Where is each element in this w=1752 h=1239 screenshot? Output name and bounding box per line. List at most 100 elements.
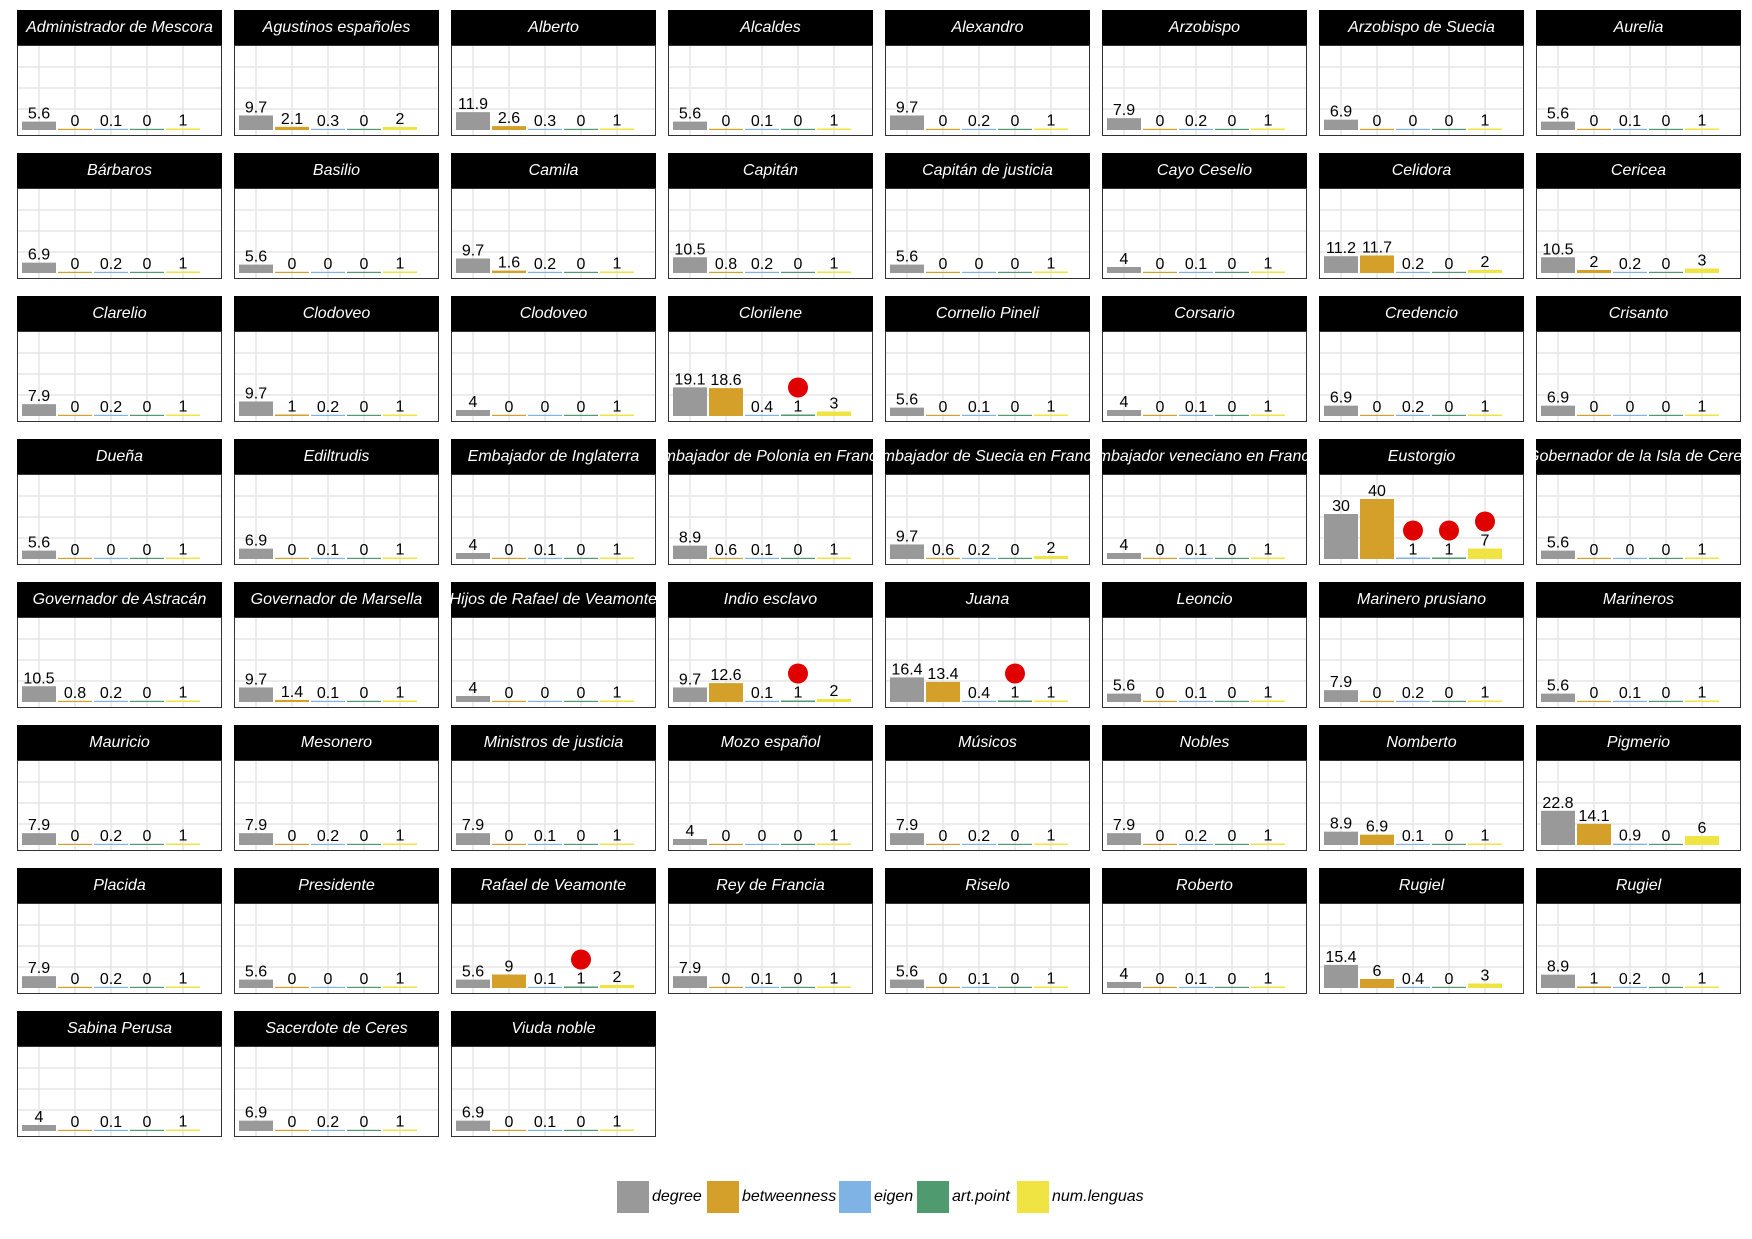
value-label-degree: 4 — [686, 823, 695, 840]
bar-betweenness — [58, 700, 92, 702]
facet-strip: Ediltrudis — [234, 439, 439, 474]
value-label-betweenness: 0 — [1156, 828, 1165, 845]
bar-num-lenguas — [1685, 414, 1719, 416]
bar-betweenness — [1143, 414, 1177, 416]
facet-plot-svg: 5.6 0 0.1 0 1 — [18, 46, 221, 135]
bar-num-lenguas — [817, 843, 851, 845]
bar-betweenness — [1360, 414, 1394, 416]
facet-strip: Dueña — [17, 439, 222, 474]
value-label-art-point: 0 — [143, 1114, 152, 1131]
bar-art-point — [564, 271, 598, 273]
legend-swatch-num-lenguas — [1017, 1181, 1049, 1213]
value-label-eigen: 0.2 — [1619, 256, 1641, 273]
value-label-betweenness: 0 — [722, 113, 731, 130]
bar-betweenness — [1143, 986, 1177, 988]
value-label-degree: 7.9 — [1330, 674, 1352, 691]
gridlines — [1103, 904, 1306, 993]
facet-plot-svg: 4 0 0.1 0 1 — [1103, 475, 1306, 564]
facet-strip: Placida — [17, 868, 222, 903]
facet-panel: Cayo Ceselio 4 0 0.1 0 1 — [1102, 153, 1307, 279]
bar-num-lenguas — [600, 985, 634, 988]
bar-art-point — [347, 700, 381, 702]
facet-plot: 4 0 0.1 0 1 — [17, 1046, 222, 1137]
facet-panel: Capitán 10.5 0.8 0.2 0 1 — [668, 153, 873, 279]
facet-strip: Clorilene — [668, 296, 873, 331]
gridlines — [1537, 46, 1740, 135]
facet-strip: Credencio — [1319, 296, 1524, 331]
facet-title: Cayo Ceselio — [1156, 162, 1253, 179]
facet-panel: Aurelia 5.6 0 0.1 0 1 — [1536, 10, 1741, 136]
facet-plot-svg: 5.6 0 0 0 1 — [886, 189, 1089, 278]
facet-panel: Embajador de Inglaterra 4 0 0.1 0 1 — [451, 439, 656, 565]
facet-plot: 5.6 9 0.1 1 2 — [451, 903, 656, 994]
bar-eigen — [94, 128, 128, 130]
bar-degree — [1324, 119, 1358, 130]
bar-num-lenguas — [383, 843, 417, 845]
value-label-num-lenguas: 1 — [179, 828, 188, 845]
bar-degree — [456, 979, 490, 988]
value-label-eigen: 0.1 — [1185, 685, 1207, 702]
bar-art-point — [564, 1129, 598, 1131]
value-label-eigen: 0.2 — [100, 971, 122, 988]
facet-strip: Aurelia — [1536, 10, 1741, 45]
value-label-degree: 16.4 — [891, 661, 922, 678]
bar-art-point — [998, 843, 1032, 845]
facet-strip: Leoncio — [1102, 582, 1307, 617]
value-label-degree: 5.6 — [896, 964, 918, 981]
bar-num-lenguas — [1685, 836, 1719, 845]
facet-panel: Hijos de Rafael de Veamonte 4 0 0 0 1 — [451, 582, 656, 708]
value-label-betweenness: 6.9 — [1366, 819, 1388, 836]
bar-betweenness — [492, 270, 526, 273]
facet-plot-svg: 4 0 0 0 1 — [452, 618, 655, 707]
bar-eigen — [311, 271, 345, 273]
facet-strip: Mozo español — [668, 725, 873, 760]
facet-plot-svg: 5.6 0 0.1 0 1 — [1537, 618, 1740, 707]
value-label-art-point: 0 — [794, 542, 803, 559]
facet-strip: Embajador de Polonia en Francia — [668, 439, 873, 474]
facet-title: Rey de Francia — [716, 877, 825, 894]
gridlines — [235, 904, 438, 993]
facet-strip: Agustinos españoles — [234, 10, 439, 45]
facet-plot-svg: 5.6 0 0.1 0 1 — [669, 46, 872, 135]
bar-betweenness — [709, 986, 743, 988]
value-label-art-point: 0 — [360, 685, 369, 702]
facet-plot-svg: 9.7 2.1 0.3 0 2 — [235, 46, 438, 135]
value-label-eigen: 0.1 — [751, 542, 773, 559]
legend-label-degree: degree — [652, 1188, 702, 1205]
value-label-eigen: 0.2 — [1619, 971, 1641, 988]
bar-degree — [1324, 405, 1358, 416]
value-label-degree: 6.9 — [1330, 104, 1352, 121]
value-label-degree: 5.6 — [679, 106, 701, 123]
bar-eigen — [311, 414, 345, 416]
value-label-degree: 5.6 — [1113, 678, 1135, 695]
facet-strip: Alberto — [451, 10, 656, 45]
bar-degree — [239, 401, 273, 416]
facet-title: Pigmerio — [1606, 734, 1671, 751]
facet-title: Camila — [528, 162, 579, 179]
facet-panel: Presidente 5.6 0 0 0 1 — [234, 868, 439, 994]
facet-plot: 4 0 0.1 0 1 — [1102, 188, 1307, 279]
facet-strip: Nomberto — [1319, 725, 1524, 760]
bar-art-point — [1432, 414, 1466, 416]
bar-eigen — [94, 986, 128, 988]
bar-num-lenguas — [383, 557, 417, 559]
facet-plot-svg: 6.9 0 0.1 0 1 — [235, 475, 438, 564]
gridlines — [1537, 332, 1740, 421]
value-label-num-lenguas: 1 — [613, 399, 622, 416]
gridlines — [235, 761, 438, 850]
facet-strip: Celidora — [1319, 153, 1524, 188]
value-label-eigen: 0.2 — [1402, 685, 1424, 702]
value-label-betweenness: 0 — [722, 828, 731, 845]
facet-panel: Arzobispo 7.9 0 0.2 0 1 — [1102, 10, 1307, 136]
value-label-betweenness: 0 — [71, 399, 80, 416]
bar-num-lenguas — [600, 271, 634, 273]
value-label-betweenness: 0 — [939, 256, 948, 273]
facet-plot: 4 0 0 0 1 — [451, 331, 656, 422]
value-label-eigen: 0.2 — [317, 828, 339, 845]
value-label-eigen: 0.1 — [534, 542, 556, 559]
facet-title: Juana — [965, 591, 1010, 608]
facet-panel: Alexandro 9.7 0 0.2 0 1 — [885, 10, 1090, 136]
bar-degree — [22, 686, 56, 702]
facet-strip: Governador de Marsella — [234, 582, 439, 617]
value-label-betweenness: 9 — [505, 959, 514, 976]
